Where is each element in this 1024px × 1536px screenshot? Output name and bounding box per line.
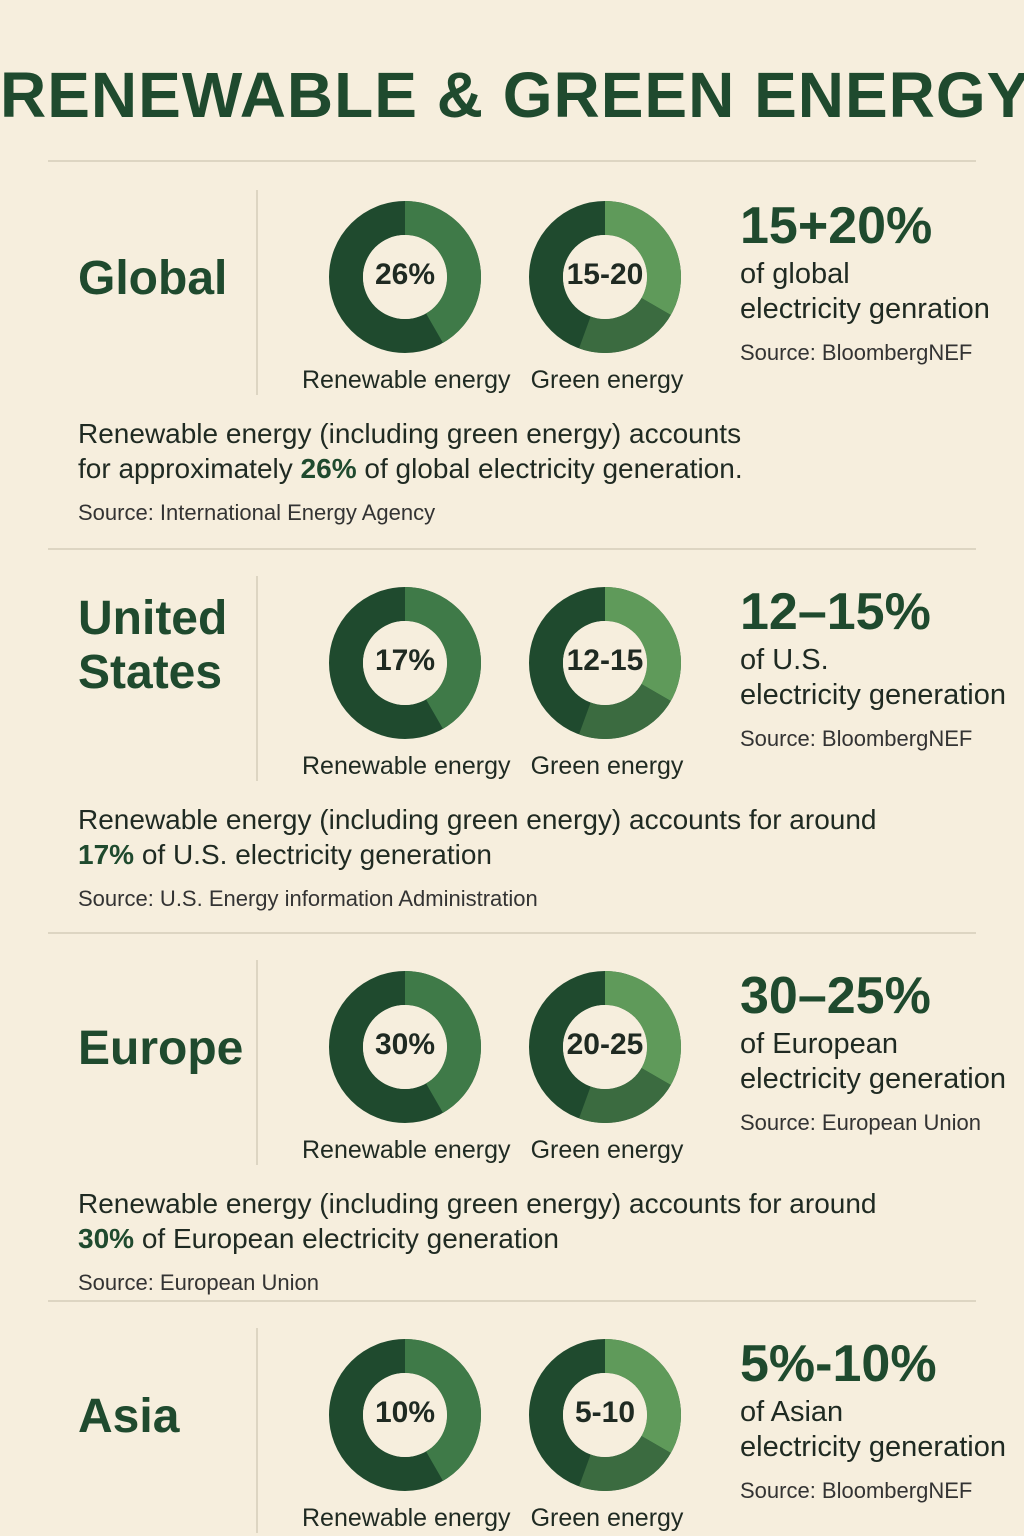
note-line: Renewable energy (including green energy…: [78, 418, 741, 450]
donut-segment: [405, 201, 481, 343]
donut-center: 30%: [374, 1028, 436, 1061]
stat-text: of global: [740, 258, 850, 290]
note-line: 30% of European electricity generation: [78, 1223, 559, 1255]
donut-segment: [405, 971, 481, 1113]
note-text: Renewable energy (including green energy…: [78, 804, 877, 835]
donut-segment: [579, 1436, 671, 1491]
donut-center: 10%: [374, 1396, 436, 1429]
donut-center: 20-25: [566, 1028, 644, 1061]
donut-center: 5-10: [574, 1396, 636, 1429]
stat-text: electricity generation: [740, 1431, 1006, 1463]
note-text: of European electricity generation: [134, 1223, 559, 1254]
donut-hole: [363, 1373, 447, 1457]
stat-big: 5%-10%: [740, 1335, 937, 1393]
stat-source: Source: BloombergNEF: [740, 726, 973, 751]
separator: [48, 932, 976, 934]
donut-segment: [605, 201, 681, 315]
donut-segment: [605, 587, 681, 701]
donut-label: Renewable energy: [302, 752, 511, 780]
donut-center: 17%: [374, 644, 436, 677]
stat-big: 30–25%: [740, 967, 931, 1025]
donut-label: Green energy: [530, 752, 684, 780]
donut-label: Renewable energy: [302, 366, 511, 394]
note-line: 17% of U.S. electricity generation: [78, 839, 492, 871]
donut-segment: [405, 1339, 481, 1481]
donut-hole: [563, 621, 647, 705]
donut-segment: [579, 1068, 671, 1123]
stat-text: of European: [740, 1028, 899, 1060]
stat-text: of Asian: [740, 1396, 844, 1428]
donut-segment: [579, 684, 671, 739]
note-source: Source: European Union: [78, 1270, 319, 1295]
note-line: Renewable energy (including green energy…: [78, 1188, 877, 1220]
donut-hole: [563, 235, 647, 319]
note-text: for approximately: [78, 453, 301, 484]
donut-segment: [405, 587, 481, 729]
separator: [48, 548, 976, 550]
donut-hole: [563, 1005, 647, 1089]
donut-center: 12-15: [566, 644, 644, 677]
stat-source: Source: BloombergNEF: [740, 1478, 973, 1503]
donut-hole: [363, 235, 447, 319]
note-line: Renewable energy (including green energy…: [78, 804, 877, 836]
stat-text: electricity generation: [740, 1063, 1006, 1095]
divider: [256, 190, 258, 395]
note-highlight: 30%: [78, 1223, 135, 1254]
stat-text: electricity generation: [740, 679, 1006, 711]
stat-text: of U.S.: [740, 644, 829, 676]
donut-segment: [605, 1339, 681, 1453]
title: RENEWABLE & GREEN ENERGY: [0, 59, 1024, 131]
stat-text: electricity genration: [740, 293, 990, 325]
note-text: of U.S. electricity generation: [134, 839, 492, 870]
divider: [256, 1328, 258, 1533]
note-text: of global electricity generation.: [356, 453, 743, 484]
note-source: Source: U.S. Energy information Administ…: [78, 886, 538, 911]
note-text: Renewable energy (including green energy…: [78, 1188, 877, 1219]
donut-hole: [363, 621, 447, 705]
stat-source: Source: BloombergNEF: [740, 340, 973, 365]
region-name: Asia: [78, 1390, 180, 1443]
donut-segment: [605, 971, 681, 1085]
donut-label: Renewable energy: [302, 1136, 511, 1164]
stat-source: Source: European Union: [740, 1110, 981, 1135]
region-name: Europe: [78, 1022, 244, 1075]
note-source: Source: International Energy Agency: [78, 500, 436, 525]
donut-center: 26%: [374, 258, 436, 291]
stat-big: 12–15%: [740, 583, 931, 641]
divider: [256, 960, 258, 1165]
note-line: for approximately 26% of global electric…: [78, 453, 743, 485]
donut-segment: [579, 298, 671, 353]
region-name: Global: [78, 252, 228, 305]
donut-hole: [363, 1005, 447, 1089]
stat-big: 15+20%: [740, 197, 933, 255]
donut-hole: [563, 1373, 647, 1457]
note-highlight: 26%: [300, 453, 357, 484]
donut-label: Green energy: [530, 1136, 684, 1164]
separator: [48, 1300, 976, 1302]
donut-label: Renewable energy: [302, 1504, 511, 1532]
separator: [48, 160, 976, 162]
donut-label: Green energy: [530, 366, 684, 394]
divider: [256, 576, 258, 781]
note-text: Renewable energy (including green energy…: [78, 418, 742, 449]
donut-center: 15-20: [566, 258, 644, 291]
donut-label: Green energy: [530, 1504, 684, 1532]
note-highlight: 17%: [78, 839, 135, 870]
region-name: United States: [78, 592, 228, 699]
